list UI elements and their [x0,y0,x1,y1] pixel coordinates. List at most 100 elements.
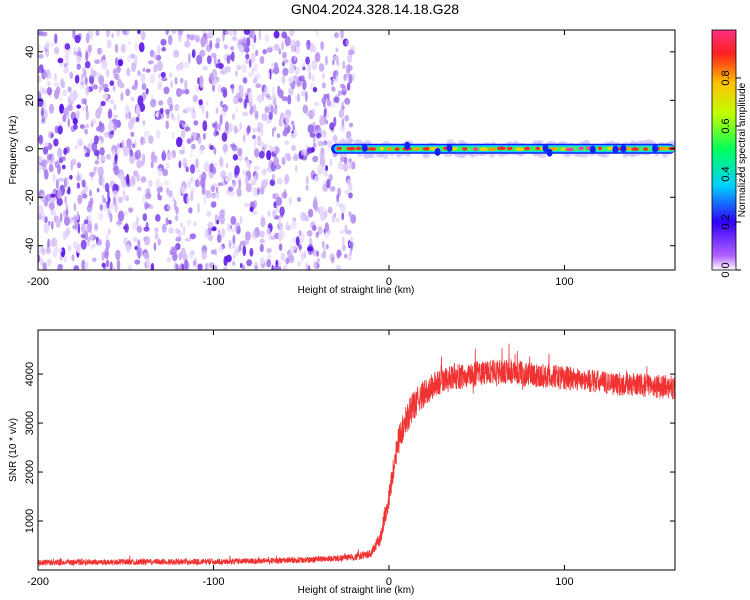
noise-speckle [81,179,86,188]
noise-speckle [155,111,159,118]
noise-speckle [235,246,239,257]
noise-speckle [239,262,243,269]
noise-speckle [123,236,128,247]
x-tick-label: 0 [386,276,392,288]
signal-blip [546,148,553,157]
noise-speckle [348,49,355,56]
noise-speckle [273,126,277,131]
noise-speckle [282,51,287,59]
noise-speckle [295,236,300,247]
signal-peak [479,147,488,151]
x-tick-label: -200 [27,576,49,588]
noise-speckle [232,113,236,120]
signal-peak [386,147,393,151]
noise-speckle [47,80,51,87]
noise-speckle [167,96,173,107]
noise-speckle [158,195,162,201]
noise-speckle [53,73,58,82]
noise-speckle [125,195,129,202]
noise-speckle [120,92,124,102]
noise-speckle [237,38,241,50]
noise-speckle [131,221,138,230]
noise-speckle [128,207,134,213]
noise-speckle [46,258,52,267]
noise-speckle [63,147,68,156]
noise-speckle [267,72,271,80]
noise-speckle [73,91,79,99]
noise-speckle [186,219,192,226]
signal-peak [413,147,420,151]
noise-speckle [321,82,326,89]
noise-speckle [148,204,154,210]
noise-speckle [210,185,216,193]
noise-speckle [333,55,339,62]
noise-speckle [127,40,132,46]
noise-speckle [327,139,333,149]
noise-speckle [201,171,207,182]
noise-speckle [335,200,340,207]
noise-speckle [59,96,62,102]
colorbar-axis: 0.0 0.2 0.4 0.6 0.8 [720,70,741,278]
noise-speckle [337,90,342,97]
noise-speckle [290,39,297,51]
noise-speckle [174,214,179,222]
noise-speckle [147,60,154,65]
noise-speckle [42,213,46,222]
track-halo [422,152,429,159]
snr-y-axis-label: SNR (10 * v/v) [8,418,19,482]
y-tick-label: 1000 [24,509,36,533]
noise-speckle [217,123,221,131]
noise-speckle [150,151,156,162]
noise-speckle [211,78,218,86]
noise-speckle [291,219,297,230]
noise-speckle [89,231,94,241]
noise-speckle [56,248,63,253]
x-tick-label: 100 [555,276,573,288]
noise-speckle [41,159,47,168]
noise-speckle [123,145,129,157]
noise-speckle [282,129,288,137]
noise-speckle [65,203,69,210]
noise-speckle [38,205,44,216]
noise-speckle [219,156,224,168]
noise-speckle [197,202,201,214]
noise-speckle [206,210,212,217]
signal-blip [652,144,659,153]
noise-speckle [186,33,190,42]
signal-peak [346,146,356,151]
noise-speckle [346,82,351,91]
noise-speckle [222,143,229,152]
noise-speckle [251,128,258,133]
noise-speckle [191,143,196,150]
noise-speckle [246,125,251,134]
noise-speckle [348,122,354,128]
noise-speckle [99,154,106,162]
noise-speckle [142,67,146,73]
noise-speckle [317,140,324,147]
noise-speckle [288,255,295,264]
noise-speckle [344,189,350,196]
noise-speckle [76,243,81,254]
noise-speckle [145,68,151,73]
noise-speckle [316,132,322,139]
noise-speckle [276,133,281,139]
noise-speckle [228,123,233,133]
noise-speckle [267,210,271,217]
noise-speckle [264,34,270,42]
signal-blip [612,145,619,154]
noise-speckle [191,135,194,142]
noise-speckle [341,105,345,111]
noise-speckle [88,44,92,53]
noise-speckle [213,130,218,137]
noise-speckle [198,99,203,106]
track-halo [382,152,389,159]
noise-speckle [261,179,268,189]
noise-speckle [80,234,86,239]
noise-speckle [91,142,98,152]
noise-speckle [204,190,210,196]
x-tick-label: -200 [27,276,49,288]
noise-speckle [202,120,208,132]
noise-speckle [281,41,284,51]
noise-speckle [216,219,219,225]
noise-speckle [80,239,87,250]
